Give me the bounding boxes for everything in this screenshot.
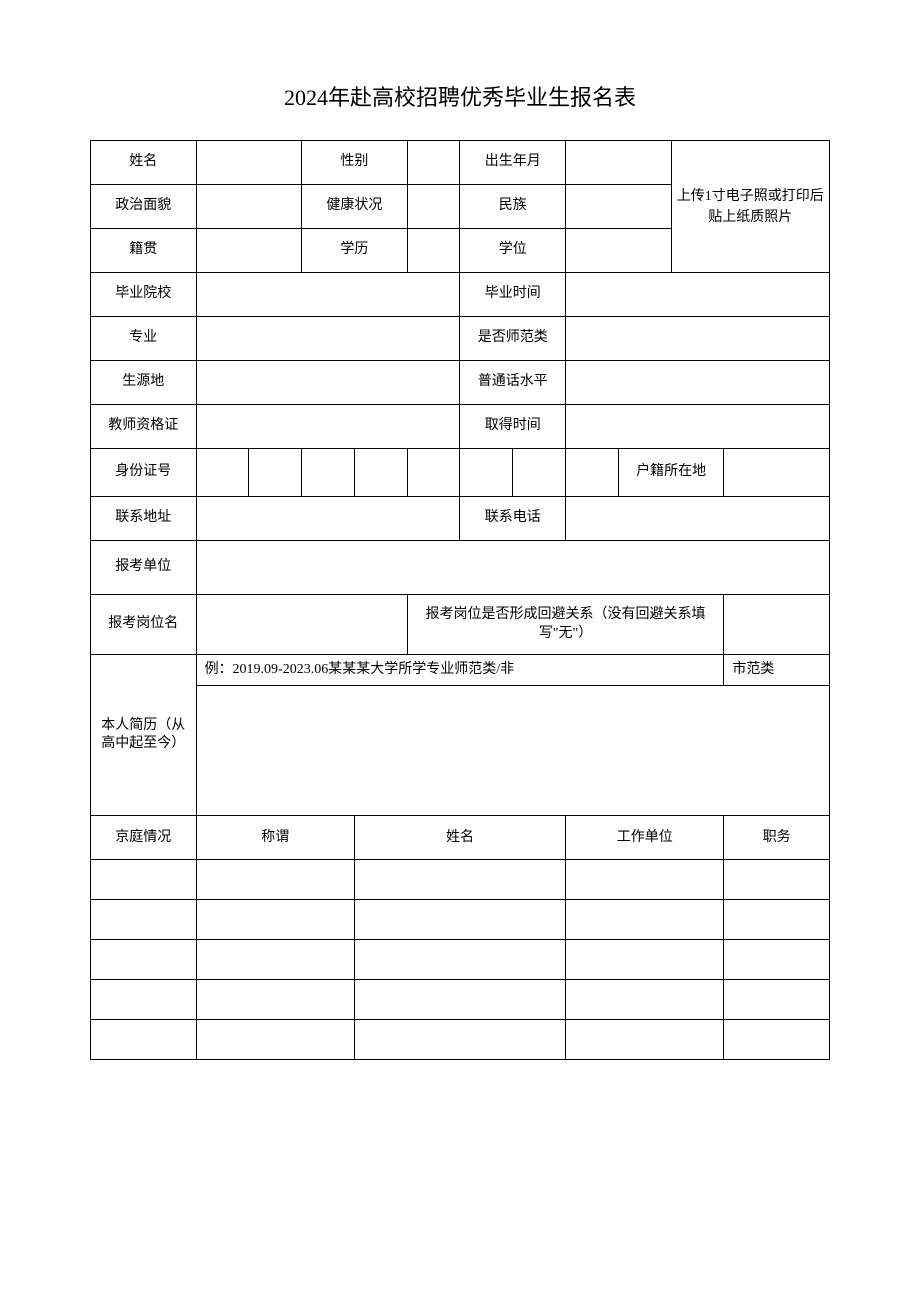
input-apply-position[interactable] xyxy=(196,595,407,655)
fam-row-4-unit[interactable] xyxy=(566,980,724,1020)
input-major[interactable] xyxy=(196,317,460,361)
application-form-table: 姓名 性别 出生年月 上传1寸电子照或打印后贴上纸质照片 政治面貌 健康状况 民… xyxy=(90,140,830,1060)
input-id-3[interactable] xyxy=(302,449,355,497)
label-degree: 学位 xyxy=(460,229,566,273)
fam-row-3-name[interactable] xyxy=(354,940,565,980)
fam-row-5-label[interactable] xyxy=(91,1020,197,1060)
fam-row-4-duty[interactable] xyxy=(724,980,830,1020)
fam-row-5-relation[interactable] xyxy=(196,1020,354,1060)
fam-row-2-label[interactable] xyxy=(91,900,197,940)
photo-placeholder[interactable]: 上传1寸电子照或打印后贴上纸质照片 xyxy=(671,141,829,273)
fam-row-1-unit[interactable] xyxy=(566,860,724,900)
label-duty: 职务 xyxy=(724,816,830,860)
input-household[interactable] xyxy=(724,449,830,497)
input-native-place[interactable] xyxy=(196,229,302,273)
input-degree[interactable] xyxy=(566,229,672,273)
fam-row-3-unit[interactable] xyxy=(566,940,724,980)
input-avoid-relation[interactable] xyxy=(724,595,830,655)
label-native-place: 籍贯 xyxy=(91,229,197,273)
label-household: 户籍所在地 xyxy=(618,449,724,497)
fam-row-3-duty[interactable] xyxy=(724,940,830,980)
fam-row-1-name[interactable] xyxy=(354,860,565,900)
fam-row-4-relation[interactable] xyxy=(196,980,354,1020)
fam-row-5-name[interactable] xyxy=(354,1020,565,1060)
input-health[interactable] xyxy=(407,185,460,229)
fam-row-5-duty[interactable] xyxy=(724,1020,830,1060)
label-gender: 性别 xyxy=(302,141,408,185)
input-education[interactable] xyxy=(407,229,460,273)
label-school: 毕业院校 xyxy=(91,273,197,317)
input-name[interactable] xyxy=(196,141,302,185)
resume-example-right: 市范类 xyxy=(724,655,830,686)
label-work-unit: 工作单位 xyxy=(566,816,724,860)
input-id-4[interactable] xyxy=(354,449,407,497)
label-phone: 联系电话 xyxy=(460,497,566,541)
input-is-normal[interactable] xyxy=(566,317,830,361)
label-source-place: 生源地 xyxy=(91,361,197,405)
input-id-7[interactable] xyxy=(513,449,566,497)
input-phone[interactable] xyxy=(566,497,830,541)
label-is-normal: 是否师范类 xyxy=(460,317,566,361)
input-apply-unit[interactable] xyxy=(196,541,829,595)
page-title: 2024年赴高校招聘优秀毕业生报名表 xyxy=(90,80,830,112)
input-grad-time[interactable] xyxy=(566,273,830,317)
input-resume[interactable] xyxy=(196,686,829,816)
input-id-6[interactable] xyxy=(460,449,513,497)
label-mandarin: 普通话水平 xyxy=(460,361,566,405)
label-cert-time: 取得时间 xyxy=(460,405,566,449)
fam-row-1-duty[interactable] xyxy=(724,860,830,900)
label-political: 政治面貌 xyxy=(91,185,197,229)
input-ethnic[interactable] xyxy=(566,185,672,229)
label-ethnic: 民族 xyxy=(460,185,566,229)
fam-row-3-relation[interactable] xyxy=(196,940,354,980)
label-education: 学历 xyxy=(302,229,408,273)
label-avoid-relation: 报考岗位是否形成回避关系（没有回避关系填写"无"） xyxy=(407,595,724,655)
label-family: 京庭情况 xyxy=(91,816,197,860)
label-address: 联系地址 xyxy=(91,497,197,541)
label-resume: 本人简历（从高中起至今） xyxy=(91,655,197,816)
fam-row-4-label[interactable] xyxy=(91,980,197,1020)
input-id-2[interactable] xyxy=(249,449,302,497)
fam-row-1-relation[interactable] xyxy=(196,860,354,900)
input-address[interactable] xyxy=(196,497,460,541)
label-fam-name: 姓名 xyxy=(354,816,565,860)
input-cert-time[interactable] xyxy=(566,405,830,449)
fam-row-4-name[interactable] xyxy=(354,980,565,1020)
label-apply-unit: 报考单位 xyxy=(91,541,197,595)
fam-row-2-name[interactable] xyxy=(354,900,565,940)
fam-row-2-relation[interactable] xyxy=(196,900,354,940)
input-teacher-cert[interactable] xyxy=(196,405,460,449)
fam-row-2-duty[interactable] xyxy=(724,900,830,940)
label-apply-position: 报考岗位名 xyxy=(91,595,197,655)
input-school[interactable] xyxy=(196,273,460,317)
label-name: 姓名 xyxy=(91,141,197,185)
input-id-1[interactable] xyxy=(196,449,249,497)
input-id-8[interactable] xyxy=(566,449,619,497)
label-grad-time: 毕业时间 xyxy=(460,273,566,317)
input-source-place[interactable] xyxy=(196,361,460,405)
label-birth: 出生年月 xyxy=(460,141,566,185)
fam-row-5-unit[interactable] xyxy=(566,1020,724,1060)
label-relation: 称谓 xyxy=(196,816,354,860)
input-id-5[interactable] xyxy=(407,449,460,497)
label-health: 健康状况 xyxy=(302,185,408,229)
label-major: 专业 xyxy=(91,317,197,361)
label-teacher-cert: 教师资格证 xyxy=(91,405,197,449)
input-birth[interactable] xyxy=(566,141,672,185)
fam-row-1-label[interactable] xyxy=(91,860,197,900)
input-political[interactable] xyxy=(196,185,302,229)
resume-example-left: 例：2019.09-2023.06某某某大学所学专业师范类/非 xyxy=(196,655,724,686)
input-gender[interactable] xyxy=(407,141,460,185)
input-mandarin[interactable] xyxy=(566,361,830,405)
fam-row-3-label[interactable] xyxy=(91,940,197,980)
label-id-number: 身份证号 xyxy=(91,449,197,497)
fam-row-2-unit[interactable] xyxy=(566,900,724,940)
